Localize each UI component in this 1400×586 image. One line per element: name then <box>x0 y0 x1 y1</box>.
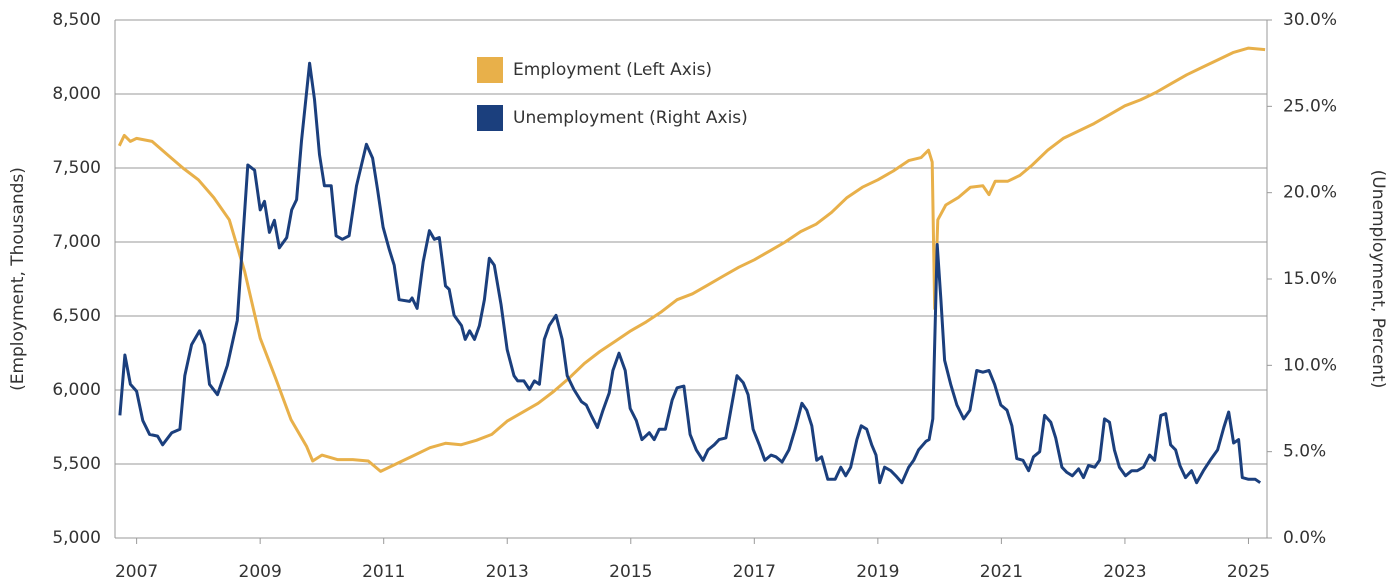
x-tick-label: 2019 <box>856 562 899 582</box>
x-tick-label: 2011 <box>362 562 405 582</box>
y-tick-label: 5,000 <box>52 528 101 548</box>
y2-tick-label: 20.0% <box>1283 183 1337 203</box>
y-tick-label: 6,500 <box>52 306 101 326</box>
y-tick-label: 8,000 <box>52 84 101 104</box>
y2-tick-label: 5.0% <box>1283 442 1326 462</box>
x-tick-label: 2025 <box>1227 562 1270 582</box>
legend-label: Unemployment (Right Axis) <box>513 108 748 128</box>
y-tick-label: 8,500 <box>52 10 101 30</box>
y-tick-label: 5,500 <box>52 454 101 474</box>
x-tick-label: 2015 <box>609 562 652 582</box>
y2-tick-label: 25.0% <box>1283 96 1337 116</box>
x-tick-label: 2007 <box>115 562 158 582</box>
y-tick-label: 6,000 <box>52 380 101 400</box>
series-line <box>118 61 1262 485</box>
y2-tick-label: 30.0% <box>1283 10 1337 30</box>
x-tick-label: 2023 <box>1103 562 1146 582</box>
series-line <box>117 46 1266 473</box>
y-tick-label: 7,500 <box>52 158 101 178</box>
x-tick-label: 2013 <box>486 562 529 582</box>
y2-tick-label: 15.0% <box>1283 269 1337 289</box>
x-tick-label: 2009 <box>239 562 282 582</box>
y-axis-label: (Employment, Thousands) <box>8 167 28 391</box>
y-tick-label: 7,000 <box>52 232 101 252</box>
legend-swatch <box>477 57 503 83</box>
x-tick-label: 2021 <box>980 562 1023 582</box>
legend-swatch <box>477 105 503 131</box>
y2-axis-label: (Unemployment, Percent) <box>1368 170 1388 389</box>
legend-label: Employment (Left Axis) <box>513 60 712 80</box>
y2-tick-label: 0.0% <box>1283 528 1326 548</box>
x-tick-label: 2017 <box>733 562 776 582</box>
y2-tick-label: 10.0% <box>1283 355 1337 375</box>
